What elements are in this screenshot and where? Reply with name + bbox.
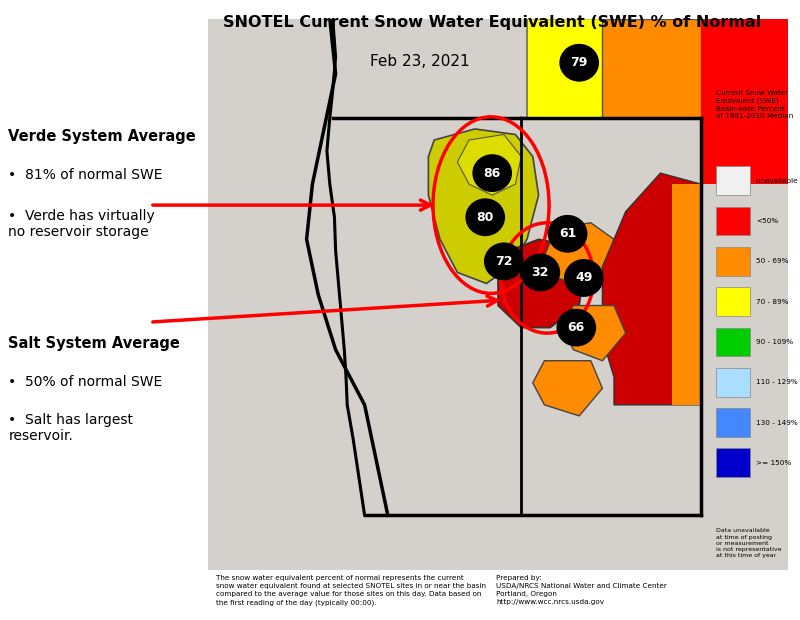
Circle shape xyxy=(485,243,523,280)
Text: <50%: <50% xyxy=(756,218,778,224)
Text: 110 - 129%: 110 - 129% xyxy=(756,379,798,385)
Text: 79: 79 xyxy=(570,56,588,69)
Circle shape xyxy=(521,254,559,291)
Text: 72: 72 xyxy=(495,255,513,268)
Bar xyxy=(715,167,750,195)
Circle shape xyxy=(473,155,511,192)
Polygon shape xyxy=(429,129,538,283)
Polygon shape xyxy=(701,19,788,184)
Bar xyxy=(715,206,750,236)
Text: 32: 32 xyxy=(532,266,549,279)
Polygon shape xyxy=(602,19,701,118)
Text: 49: 49 xyxy=(575,272,593,285)
Text: •  81% of normal SWE: • 81% of normal SWE xyxy=(8,167,163,182)
Polygon shape xyxy=(527,19,614,118)
Text: Prepared by:
USDA/NRCS National Water and Climate Center
Portland, Oregon
http:/: Prepared by: USDA/NRCS National Water an… xyxy=(496,575,667,605)
Text: •  Verde has virtually
no reservoir storage: • Verde has virtually no reservoir stora… xyxy=(8,209,155,239)
Text: 50 - 69%: 50 - 69% xyxy=(756,259,789,264)
Text: SNOTEL Current Snow Water Equivalent (SWE) % of Normal: SNOTEL Current Snow Water Equivalent (SW… xyxy=(223,16,761,30)
Text: 86: 86 xyxy=(483,167,501,180)
Polygon shape xyxy=(602,173,701,405)
Polygon shape xyxy=(533,361,602,416)
Circle shape xyxy=(565,260,603,296)
Circle shape xyxy=(560,45,598,81)
Text: 61: 61 xyxy=(559,228,576,241)
Bar xyxy=(715,368,750,397)
Bar xyxy=(715,408,750,437)
Text: unavailable *: unavailable * xyxy=(756,178,800,184)
Bar xyxy=(715,448,750,477)
Text: 70 - 89%: 70 - 89% xyxy=(756,299,789,304)
Text: 130 - 149%: 130 - 149% xyxy=(756,420,798,425)
Text: Salt System Average: Salt System Average xyxy=(8,336,180,351)
Text: Feb 23, 2021: Feb 23, 2021 xyxy=(370,55,470,69)
Text: 80: 80 xyxy=(477,211,494,224)
Polygon shape xyxy=(562,306,626,361)
Text: 66: 66 xyxy=(568,321,585,334)
Text: •  Salt has largest
reservoir.: • Salt has largest reservoir. xyxy=(8,413,134,443)
Polygon shape xyxy=(544,223,614,283)
Text: Current Snow Water
Equivalent (SWE)
Basin-wide Percent
of 1981-2010 Median: Current Snow Water Equivalent (SWE) Basi… xyxy=(715,91,793,119)
Polygon shape xyxy=(498,239,585,327)
Text: •  50% of normal SWE: • 50% of normal SWE xyxy=(8,374,162,389)
Text: >= 150%: >= 150% xyxy=(756,460,791,466)
Bar xyxy=(715,287,750,316)
Circle shape xyxy=(466,199,504,236)
Polygon shape xyxy=(458,135,522,195)
Text: Verde System Average: Verde System Average xyxy=(8,129,196,144)
Text: Data unavailable
at time of posting
or measurement
is not representative
at this: Data unavailable at time of posting or m… xyxy=(715,528,781,558)
Text: 90 - 109%: 90 - 109% xyxy=(756,339,794,345)
Bar xyxy=(715,247,750,276)
Text: The snow water equivalent percent of normal represents the current
snow water eq: The snow water equivalent percent of nor… xyxy=(216,575,486,606)
Circle shape xyxy=(549,216,586,252)
Bar xyxy=(715,327,750,356)
Circle shape xyxy=(557,309,595,346)
Polygon shape xyxy=(672,184,701,405)
